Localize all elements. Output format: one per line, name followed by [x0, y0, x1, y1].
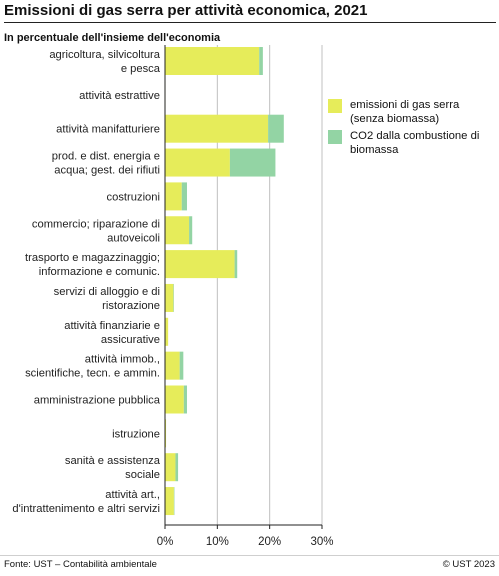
- category-label-line: ristorazione: [102, 300, 160, 312]
- category-label-line: sociale: [125, 469, 160, 481]
- category-label-line: sanità e assistenza: [65, 455, 161, 467]
- bar-segment-biomass: [268, 114, 284, 143]
- category-label-line: d'intrattenimento e altri servizi: [12, 503, 160, 515]
- x-tick-label: 30%: [310, 536, 333, 548]
- category-label-line: attività manifatturiere: [56, 124, 160, 136]
- bar-segment-biomass: [181, 182, 187, 211]
- bar-segment-emissions: [165, 47, 260, 75]
- bar-segment-emissions: [165, 148, 230, 177]
- bar-segment-biomass: [259, 47, 263, 75]
- footer-divider: [0, 555, 499, 556]
- bar-segment-emissions: [165, 216, 190, 245]
- bar-segment-emissions: [165, 250, 235, 279]
- category-label-line: autoveicoli: [107, 232, 160, 244]
- category-label-line: amministrazione pubblica: [34, 395, 161, 407]
- bar-segment-biomass: [179, 351, 184, 380]
- legend-label-series2: CO2 dalla combustione di biomassa: [350, 130, 480, 156]
- bar-segment-emissions: [165, 317, 169, 346]
- category-label: amministrazione pubblica: [34, 395, 161, 407]
- bar-segment-emissions: [165, 283, 174, 312]
- category-label: attività immob., scientifiche, tecn. e am…: [25, 354, 160, 380]
- chart-title: Emissioni di gas serra per attività econ…: [4, 2, 368, 19]
- source-note: Fonte: UST – Contabilità ambientale: [4, 559, 157, 570]
- category-label-line: e pesca: [121, 63, 161, 75]
- category-label-line: prod. e dist. energia e: [52, 151, 160, 163]
- bar-segment-emissions: [165, 114, 269, 143]
- legend-swatch-series1: [328, 99, 342, 113]
- category-label-line: costruzioni: [107, 191, 160, 203]
- bar-segment-biomass: [189, 216, 193, 245]
- category-label-line: attività finanziarie e: [64, 320, 160, 332]
- legend-item-series1: emissioni di gas serra (senza biomassa): [328, 98, 496, 126]
- category-label: agricoltura, silvicoltura e pesca: [49, 49, 160, 75]
- category-label-line: attività estrattive: [79, 90, 160, 102]
- x-tick-label: 0%: [157, 536, 174, 548]
- category-label: trasporto e magazzinaggio; informazione e…: [25, 252, 160, 278]
- category-label: attività manifatturiere: [56, 124, 160, 136]
- bar-segment-emissions: [165, 487, 174, 516]
- category-label-line: attività art.,: [105, 489, 160, 501]
- category-label-line: agricoltura, silvicoltura: [49, 49, 160, 61]
- category-label: prod. e dist. energia e acqua; gest. dei …: [52, 151, 160, 177]
- category-label-line: scientifiche, tecn. e ammin.: [25, 368, 160, 380]
- x-tick-label: 20%: [258, 536, 281, 548]
- title-divider: [4, 22, 496, 23]
- bar-chart: agricoltura, silvicoltura e pesca attività…: [12, 45, 334, 548]
- category-label: attività estrattive: [79, 90, 160, 102]
- legend-label-series1: emissioni di gas serra (senza biomassa): [350, 99, 460, 125]
- category-label: sanità e assistenza sociale: [65, 455, 161, 481]
- category-label: attività finanziarie e assicurative: [64, 320, 160, 346]
- category-label: costruzioni: [107, 191, 160, 203]
- category-label-line: informazione e comunic.: [39, 266, 160, 278]
- x-tick-label: 10%: [206, 536, 229, 548]
- bar-segment-emissions: [165, 182, 182, 211]
- bar-segment-biomass: [234, 250, 238, 279]
- category-label-line: servizi di alloggio e di: [54, 286, 160, 298]
- copyright-note: © UST 2023: [442, 559, 495, 570]
- bar-segment-biomass: [173, 283, 174, 312]
- chart-subtitle: In percentuale dell'insieme dell'economi…: [4, 32, 221, 44]
- bar-segment-emissions: [165, 453, 176, 482]
- bar-segment-emissions: [165, 385, 184, 414]
- category-label: istruzione: [112, 428, 160, 440]
- bar-segment-biomass: [183, 385, 187, 414]
- chart-legend: emissioni di gas serra (senza biomassa) …: [328, 98, 496, 160]
- category-label: commercio; riparazione di autoveicoli: [32, 218, 160, 244]
- category-label-line: istruzione: [112, 428, 160, 440]
- legend-swatch-series2: [328, 130, 342, 144]
- category-label: attività art., d'intrattenimento e altri …: [12, 489, 160, 515]
- category-label-line: assicurative: [101, 334, 160, 346]
- category-label-line: trasporto e magazzinaggio;: [25, 252, 160, 264]
- legend-item-series2: CO2 dalla combustione di biomassa: [328, 129, 496, 157]
- bar-segment-biomass: [175, 453, 179, 482]
- category-label-line: commercio; riparazione di: [32, 218, 160, 230]
- bar-segment-biomass: [173, 487, 175, 516]
- category-label: servizi di alloggio e di ristorazione: [54, 286, 160, 312]
- category-label-line: attività immob.,: [85, 354, 160, 366]
- bar-segment-biomass: [229, 148, 276, 177]
- category-label-line: acqua; gest. dei rifiuti: [54, 165, 160, 177]
- bar-segment-emissions: [165, 419, 167, 448]
- bar-segment-emissions: [165, 351, 180, 380]
